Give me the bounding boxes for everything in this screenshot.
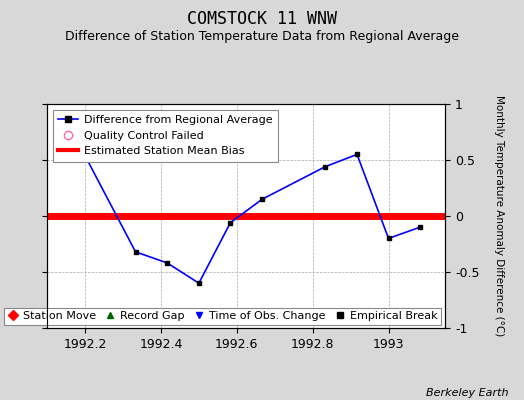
Text: Difference of Station Temperature Data from Regional Average: Difference of Station Temperature Data f… xyxy=(65,30,459,43)
Text: COMSTOCK 11 WNW: COMSTOCK 11 WNW xyxy=(187,10,337,28)
Legend: Station Move, Record Gap, Time of Obs. Change, Empirical Break: Station Move, Record Gap, Time of Obs. C… xyxy=(4,308,441,325)
Y-axis label: Monthly Temperature Anomaly Difference (°C): Monthly Temperature Anomaly Difference (… xyxy=(494,95,504,337)
Text: Berkeley Earth: Berkeley Earth xyxy=(426,388,508,398)
